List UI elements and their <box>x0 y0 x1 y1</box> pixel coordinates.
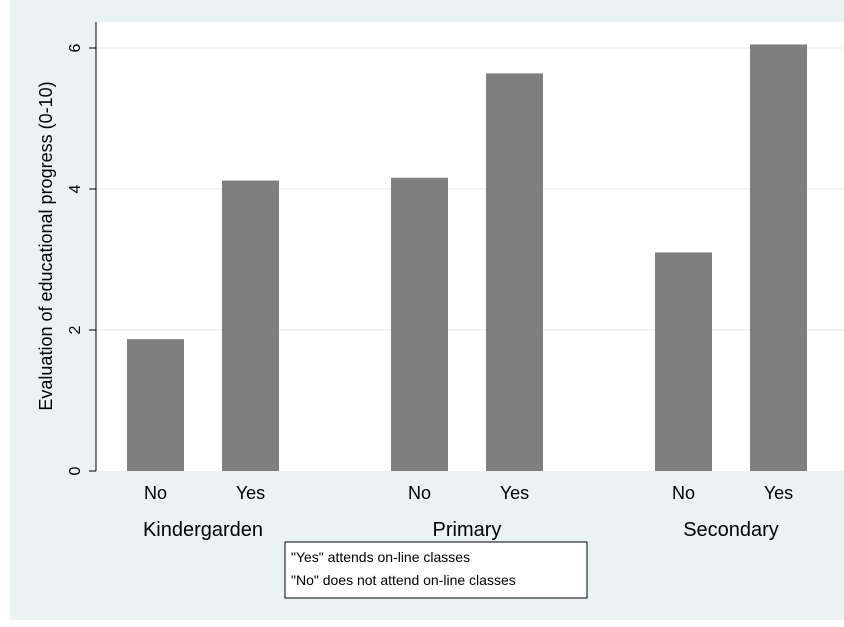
legend-line-no: "No" does not attend on-line classes <box>291 572 516 588</box>
bar-kindergarden-no <box>127 339 184 471</box>
y-tick-label: 0 <box>67 466 84 475</box>
bar-primary-no <box>391 177 448 471</box>
plot-area <box>96 22 844 471</box>
x-sub-label: Yes <box>764 483 793 503</box>
x-sub-label: Yes <box>500 483 529 503</box>
y-tick-label: 2 <box>67 325 84 334</box>
y-axis-label: Evaluation of educational progress (0-10… <box>36 81 56 410</box>
bar-secondary-no <box>655 252 712 471</box>
bar-primary-yes <box>486 73 543 471</box>
bar-secondary-yes <box>750 44 807 471</box>
x-group-label: Secondary <box>683 519 779 541</box>
y-tick-label: 4 <box>67 184 84 193</box>
legend-line-yes: "Yes" attends on-line classes <box>291 549 470 565</box>
x-group-label: Primary <box>433 519 502 541</box>
x-sub-label: Yes <box>236 483 265 503</box>
bar-kindergarden-yes <box>222 180 279 472</box>
legend: "Yes" attends on-line classes "No" does … <box>284 541 588 599</box>
legend-box <box>284 541 588 599</box>
bars <box>127 44 807 472</box>
x-sub-label: No <box>408 483 431 503</box>
x-sub-label: No <box>672 483 695 503</box>
gridlines <box>96 47 844 331</box>
x-group-label: Kindergarden <box>143 519 263 541</box>
y-ticks: 0 2 4 6 <box>67 43 96 475</box>
x-sub-label: No <box>144 483 167 503</box>
y-tick-label: 6 <box>67 43 84 52</box>
